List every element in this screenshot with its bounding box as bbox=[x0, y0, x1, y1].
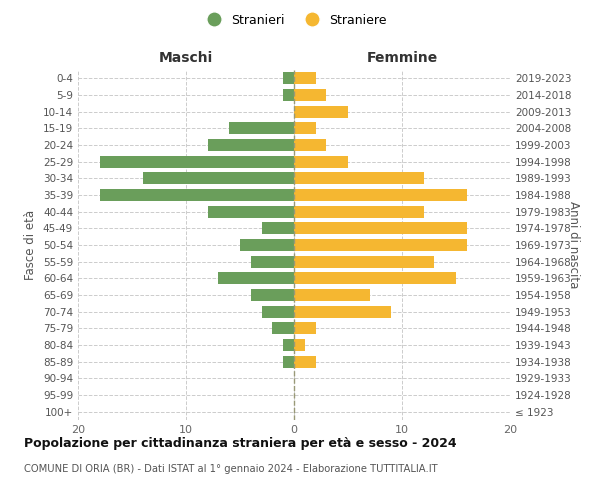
Bar bbox=[240, 239, 294, 251]
Text: Maschi: Maschi bbox=[159, 51, 213, 65]
Bar bbox=[208, 206, 294, 218]
Bar bbox=[294, 139, 326, 151]
Bar bbox=[294, 356, 316, 368]
Bar bbox=[283, 356, 294, 368]
Bar bbox=[272, 322, 294, 334]
Bar bbox=[294, 256, 434, 268]
Bar bbox=[294, 206, 424, 218]
Bar bbox=[294, 156, 348, 168]
Text: Popolazione per cittadinanza straniera per età e sesso - 2024: Popolazione per cittadinanza straniera p… bbox=[24, 438, 457, 450]
Bar bbox=[294, 306, 391, 318]
Bar bbox=[100, 189, 294, 201]
Bar bbox=[100, 156, 294, 168]
Bar bbox=[294, 239, 467, 251]
Bar bbox=[229, 122, 294, 134]
Bar bbox=[294, 339, 305, 351]
Bar bbox=[294, 172, 424, 184]
Bar bbox=[294, 106, 348, 118]
Text: COMUNE DI ORIA (BR) - Dati ISTAT al 1° gennaio 2024 - Elaborazione TUTTITALIA.IT: COMUNE DI ORIA (BR) - Dati ISTAT al 1° g… bbox=[24, 464, 437, 474]
Legend: Stranieri, Straniere: Stranieri, Straniere bbox=[196, 8, 392, 32]
Bar bbox=[262, 222, 294, 234]
Bar bbox=[283, 89, 294, 101]
Bar bbox=[143, 172, 294, 184]
Bar bbox=[218, 272, 294, 284]
Bar bbox=[283, 72, 294, 85]
Bar bbox=[294, 322, 316, 334]
Bar bbox=[294, 89, 326, 101]
Bar bbox=[251, 256, 294, 268]
Bar bbox=[294, 222, 467, 234]
Bar bbox=[208, 139, 294, 151]
Bar bbox=[251, 289, 294, 301]
Bar bbox=[294, 272, 456, 284]
Bar bbox=[262, 306, 294, 318]
Y-axis label: Fasce di età: Fasce di età bbox=[25, 210, 37, 280]
Bar bbox=[283, 339, 294, 351]
Bar bbox=[294, 289, 370, 301]
Bar bbox=[294, 189, 467, 201]
Bar bbox=[294, 72, 316, 85]
Y-axis label: Anni di nascita: Anni di nascita bbox=[567, 202, 580, 288]
Bar bbox=[294, 122, 316, 134]
Text: Femmine: Femmine bbox=[367, 51, 437, 65]
